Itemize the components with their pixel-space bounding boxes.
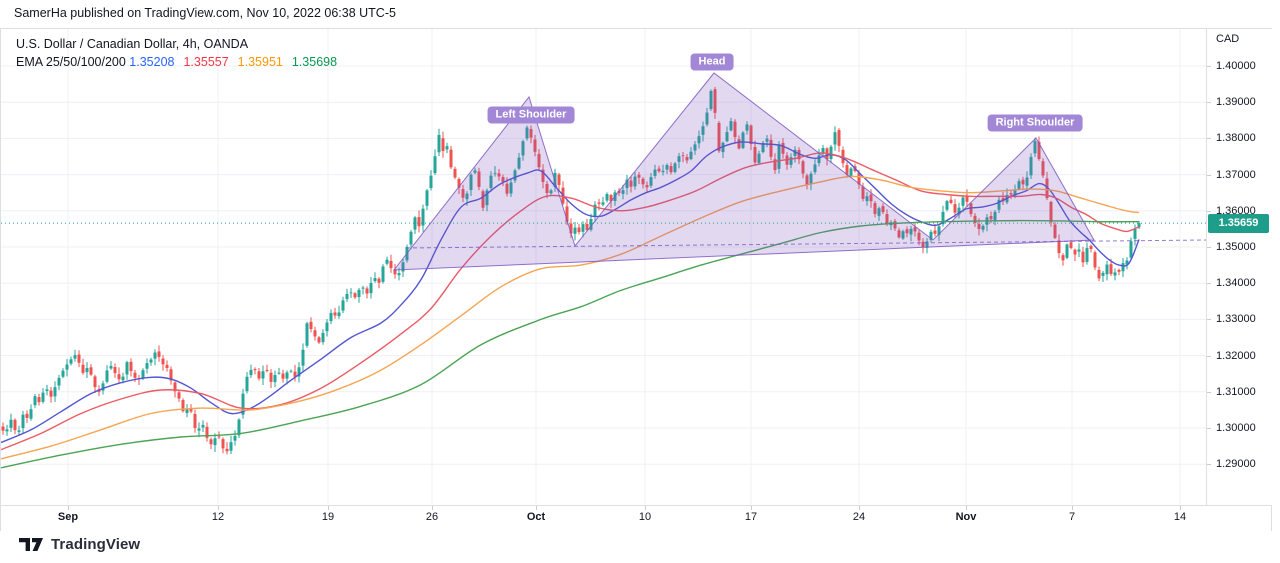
price-tick [1207,319,1211,321]
price-tick-label: 1.33000 [1216,313,1256,326]
time-tick [68,506,69,510]
price-tick [1207,210,1211,212]
ema-value: 1.35951 [237,55,283,69]
time-tick [536,506,537,510]
time-tick-label-24: 24 [852,511,866,523]
price-tick-label: 1.31000 [1216,385,1256,398]
ema-value: 1.35208 [129,55,175,69]
time-tick-label-10: 10 [638,511,652,523]
time-tick [432,506,433,510]
chart-frame: U.S. Dollar / Canadian Dollar, 4h, OANDA… [0,28,1272,531]
pattern-label-right-shoulder: Right Shoulder [987,114,1083,132]
price-tick [1207,174,1211,176]
time-tick-label-19: 19 [321,511,335,523]
chart-legend: U.S. Dollar / Canadian Dollar, 4h, OANDA… [16,35,346,71]
time-tick-label-26: 26 [425,511,439,523]
price-tick-label: 1.34000 [1216,277,1256,290]
time-tick [1072,506,1073,510]
time-tick [1180,506,1181,510]
time-tick-label-nov: Nov [955,511,977,523]
ema-line [1,141,1140,444]
price-tick-label: 1.40000 [1216,60,1256,72]
time-tick-label-oct: Oct [526,511,546,523]
price-tick-label: 1.30000 [1216,422,1256,434]
time-tick-label-12: 12 [211,511,225,523]
ema-line [1,175,1140,460]
time-tick [645,506,646,510]
ema-line [1,219,1140,469]
symbol-title: U.S. Dollar / Canadian Dollar, 4h, OANDA [16,37,249,51]
price-tick-label: 1.32000 [1216,349,1256,362]
price-tick [1207,428,1211,429]
price-tick-label: 1.35000 [1216,241,1256,253]
price-tick-label: 1.29000 [1216,458,1256,471]
neckline [405,239,1206,249]
time-axis[interactable]: Sep 12 19 26 Oct 10 17 24 Nov 7 14 [1,505,1271,531]
price-tick [1207,283,1211,285]
time-tick [218,506,219,510]
time-tick [328,506,329,510]
tradingview-logo-icon[interactable] [18,535,44,553]
price-tick [1207,102,1211,104]
indicator-row: EMA 25/50/100/200 1.35208 1.35557 1.35951 1… [16,53,346,71]
currency-label: CAD [1216,33,1240,45]
time-tick-label-14: 14 [1173,511,1187,523]
price-tick [1207,464,1211,466]
brand-name: TradingView [51,535,141,553]
time-tick-label-7: 7 [1068,511,1076,523]
price-tick-label: 1.38000 [1216,132,1256,145]
price-axis[interactable]: CAD 1.40000 1.39000 1.38000 1.37000 1.36000 1… [1206,29,1272,505]
price-tick [1207,138,1211,140]
price-tick-label: 1.39000 [1216,96,1256,109]
price-tick [1207,247,1211,248]
ema-value: 1.35557 [183,55,229,69]
ema-value: 1.35698 [291,55,338,69]
price-tick [1207,391,1211,393]
time-tick-label-sep: Sep [57,511,79,523]
time-tick [751,506,752,510]
price-tick-label: 1.37000 [1216,168,1256,181]
price-chart-canvas[interactable] [1,29,1206,505]
last-price-badge: 1.35659 [1208,213,1269,233]
publish-header: SamerHa published on TradingView.com, No… [14,6,396,20]
ema-line [1,152,1140,451]
indicator-label: EMA 25/50/100/200 [16,55,126,69]
time-tick-label-17: 17 [744,511,758,523]
price-tick [1207,355,1211,357]
indicator-values: 1.35208 1.35557 1.35951 1.35698 [129,55,346,69]
footer: TradingView [18,535,140,553]
time-tick [966,506,967,510]
time-tick [859,506,860,510]
pattern-label-left-shoulder: Left Shoulder [487,106,575,124]
price-tick [1207,66,1211,67]
pattern-label-head: Head [690,53,734,71]
